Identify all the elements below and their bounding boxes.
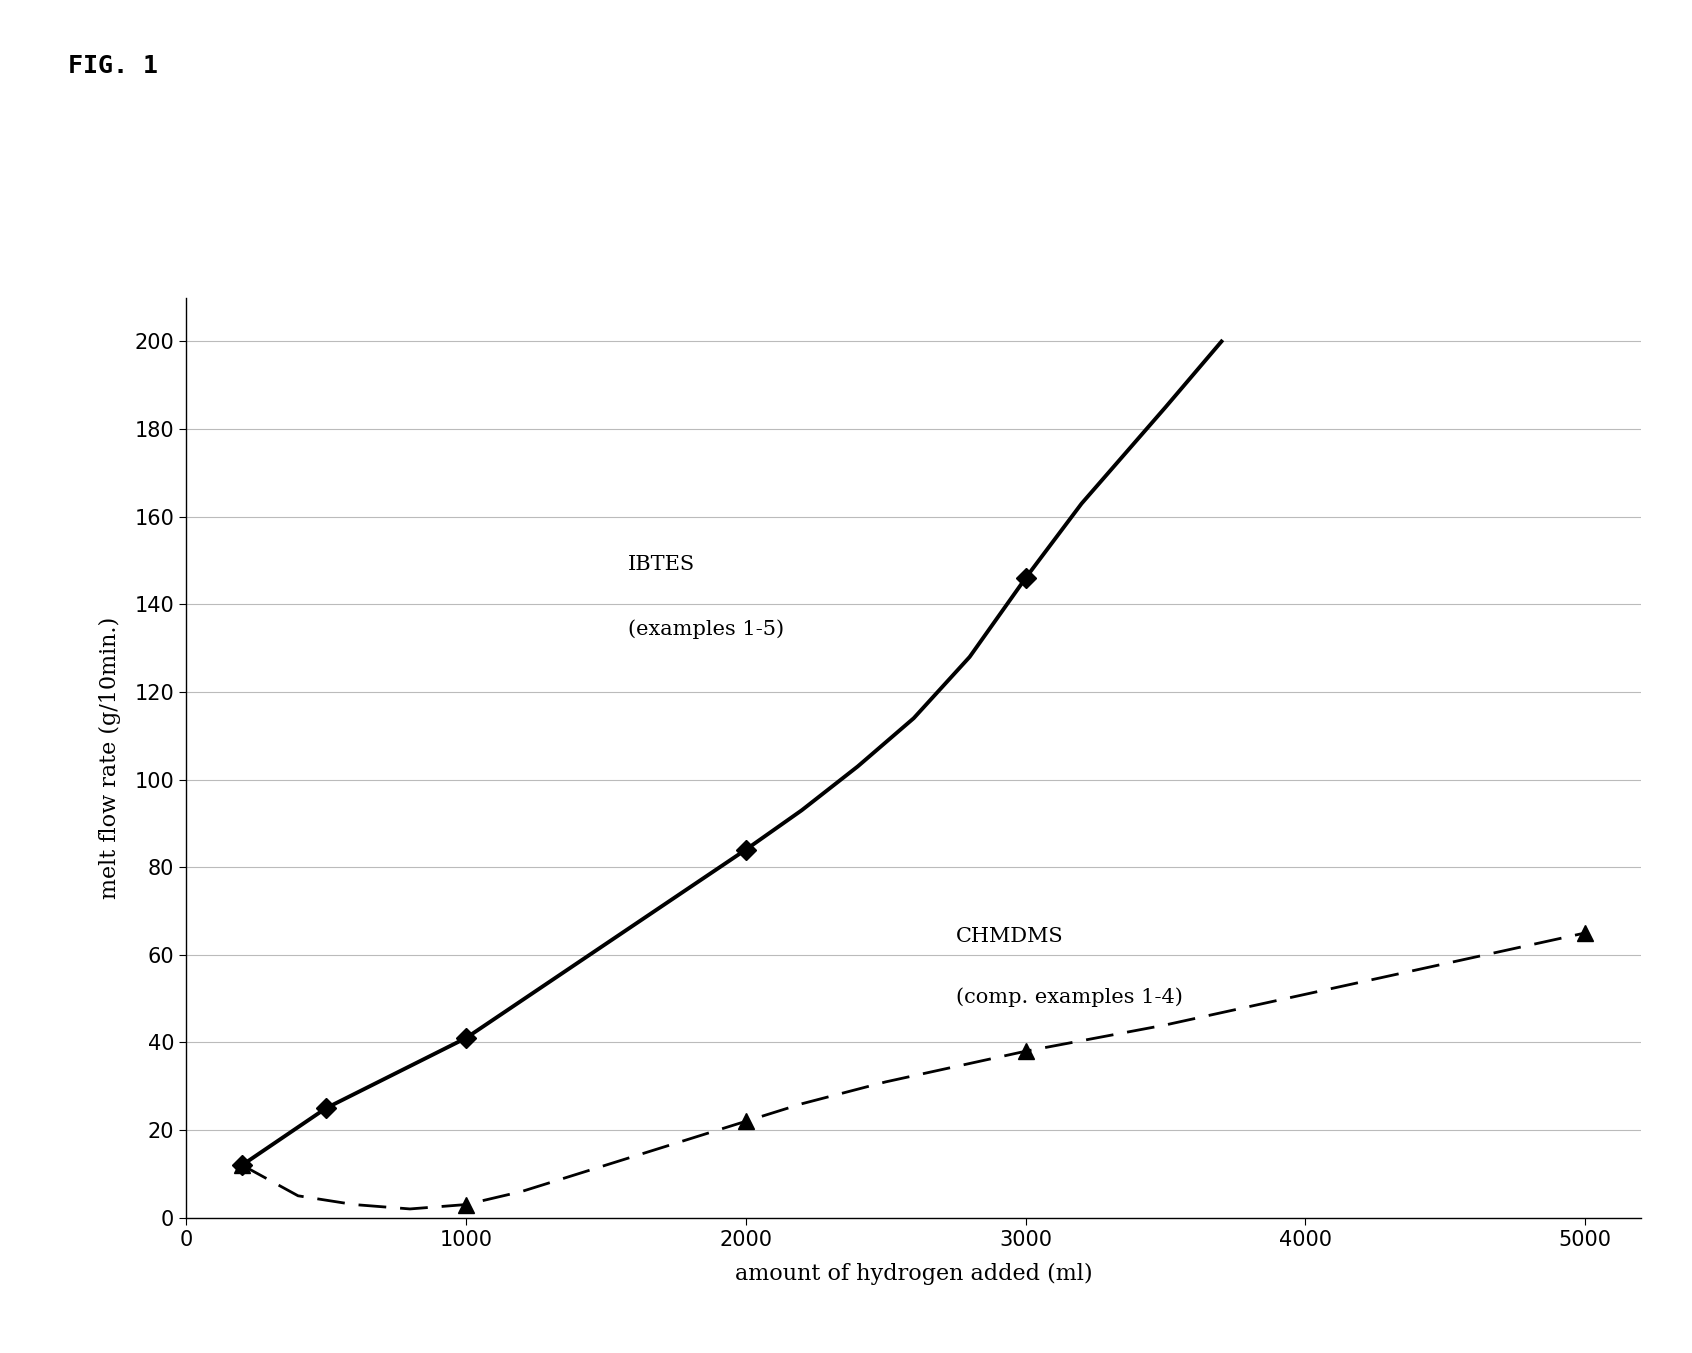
Text: (comp. examples 1-4): (comp. examples 1-4) (956, 988, 1183, 1008)
Y-axis label: melt flow rate (g/10min.): melt flow rate (g/10min.) (98, 617, 120, 898)
X-axis label: amount of hydrogen added (ml): amount of hydrogen added (ml) (734, 1264, 1093, 1285)
Text: IBTES: IBTES (628, 555, 695, 574)
Text: CHMDMS: CHMDMS (956, 927, 1063, 946)
Text: FIG. 1: FIG. 1 (68, 54, 157, 78)
Text: (examples 1-5): (examples 1-5) (628, 620, 785, 640)
